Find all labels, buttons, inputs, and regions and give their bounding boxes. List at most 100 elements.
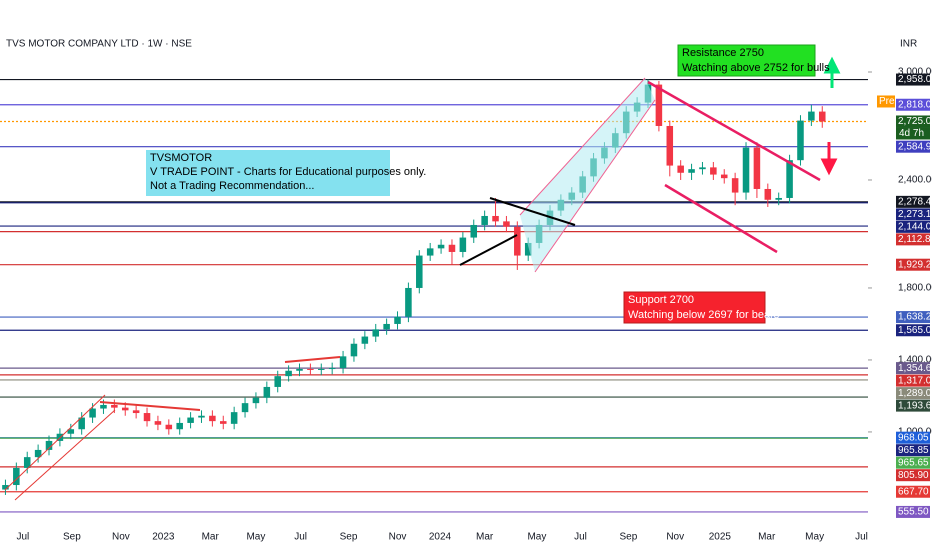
candle-body <box>78 417 85 430</box>
candle-body <box>492 215 499 222</box>
x-tick-label: Sep <box>63 532 81 543</box>
support-text: Watching below 2697 for bears <box>628 309 780 321</box>
level-label-bg <box>896 73 930 86</box>
level-label: 2,112.80 <box>898 234 932 245</box>
candle-body <box>677 165 684 173</box>
candle-body <box>808 111 815 121</box>
x-tick-label: Mar <box>476 532 494 543</box>
level-label: 667.70 <box>898 486 929 497</box>
x-tick-label: Jul <box>294 532 307 543</box>
candle-body <box>307 368 314 370</box>
candle-body <box>753 147 761 189</box>
x-tick-label: Mar <box>758 532 776 543</box>
candle-body <box>176 422 183 430</box>
x-tick-label: May <box>527 532 546 543</box>
note-text: Not a Trading Recommendation... <box>150 180 314 192</box>
level-label: 1,354.65 <box>898 363 932 374</box>
candle-body <box>818 111 826 122</box>
candle-body <box>405 287 412 317</box>
level-label-bg <box>896 311 930 324</box>
candle-body <box>241 403 249 413</box>
level-label: 1,929.20 <box>898 259 932 270</box>
level-label: 1,565.00 <box>898 325 932 336</box>
candle-body <box>23 457 31 468</box>
candle-body <box>2 485 9 490</box>
level-label: 2,584.90 <box>898 141 932 152</box>
x-tick-label: Nov <box>666 532 684 543</box>
pre-label: Pre <box>879 96 895 107</box>
trend-line <box>459 234 518 266</box>
resistance-box <box>677 44 816 77</box>
level-label: 965.65 <box>898 457 929 468</box>
candle-body <box>742 147 750 193</box>
x-tick-label: 2025 <box>709 532 732 543</box>
candle-body <box>274 376 281 387</box>
trend-line <box>99 401 201 411</box>
candle-body <box>524 242 532 256</box>
level-label-bg <box>896 374 930 387</box>
candle-body <box>111 404 118 408</box>
candle-body <box>459 237 467 252</box>
candle-body <box>89 408 96 418</box>
price-axis: 3,000.002,400.001,800.001,400.001,000.00… <box>868 0 932 550</box>
level-label-bg <box>896 485 930 498</box>
level-label-bg <box>896 324 930 337</box>
candle-body <box>481 215 488 225</box>
trend-line <box>664 183 778 254</box>
candle-body <box>720 174 728 179</box>
candle-body <box>383 323 390 330</box>
candle-body <box>230 412 238 424</box>
candle-body <box>688 169 695 173</box>
candle-body <box>132 410 140 414</box>
candle-body <box>34 449 42 458</box>
level-label: 555.50 <box>898 507 929 518</box>
x-tick-label: Nov <box>112 532 130 543</box>
x-tick-label: Sep <box>620 532 638 543</box>
y-tick-label: 3,000.00 <box>898 67 932 78</box>
candle-body <box>45 440 53 450</box>
candle-body <box>503 221 510 227</box>
candle-body <box>426 248 434 256</box>
plot-area <box>0 78 868 513</box>
level-label-bg <box>896 220 930 233</box>
level-label: 1,317.00 <box>898 375 932 386</box>
time-axis-bg <box>0 528 868 550</box>
level-label-bg <box>896 140 930 153</box>
candle-body <box>263 386 271 398</box>
candle-body <box>372 329 380 337</box>
note-text: TVSMOTOR <box>150 152 212 164</box>
candle-body <box>731 178 739 193</box>
candle-body <box>209 415 216 422</box>
candle-body <box>786 160 793 198</box>
level-label: 965.85 <box>898 445 929 456</box>
level-label-bg <box>896 399 930 412</box>
x-tick-label: 2024 <box>429 532 452 543</box>
candle-body <box>154 421 162 425</box>
pre-badge <box>877 95 895 108</box>
candle-body <box>219 421 227 424</box>
candle-body <box>775 197 782 200</box>
level-label-bg <box>896 98 930 111</box>
level-label-bg <box>896 387 930 400</box>
level-label: 805.90 <box>898 470 929 481</box>
x-tick-label: 2023 <box>152 532 175 543</box>
level-label: 968.05 <box>898 432 929 443</box>
down-arrow <box>820 142 838 176</box>
candle-body <box>470 224 478 238</box>
candle-body <box>764 188 772 200</box>
resistance-text: Resistance 2750 <box>682 47 764 59</box>
note-text: V TRADE POINT - Charts for Educational p… <box>150 166 426 178</box>
candle-body <box>67 429 75 434</box>
channel-fill <box>520 78 655 272</box>
x-tick-label: Sep <box>340 532 358 543</box>
level-label-bg <box>896 456 930 469</box>
level-label: 2,958.00 <box>898 74 932 85</box>
channel-line <box>4 394 106 491</box>
channel-line <box>14 409 116 501</box>
candle-body <box>318 368 325 370</box>
candle-body <box>710 167 717 175</box>
candle-body <box>285 370 292 377</box>
level-label: 2,818.00 <box>898 99 932 110</box>
level-label: 1,289.00 <box>898 388 932 399</box>
level-label: 2,725.00 <box>898 116 932 127</box>
